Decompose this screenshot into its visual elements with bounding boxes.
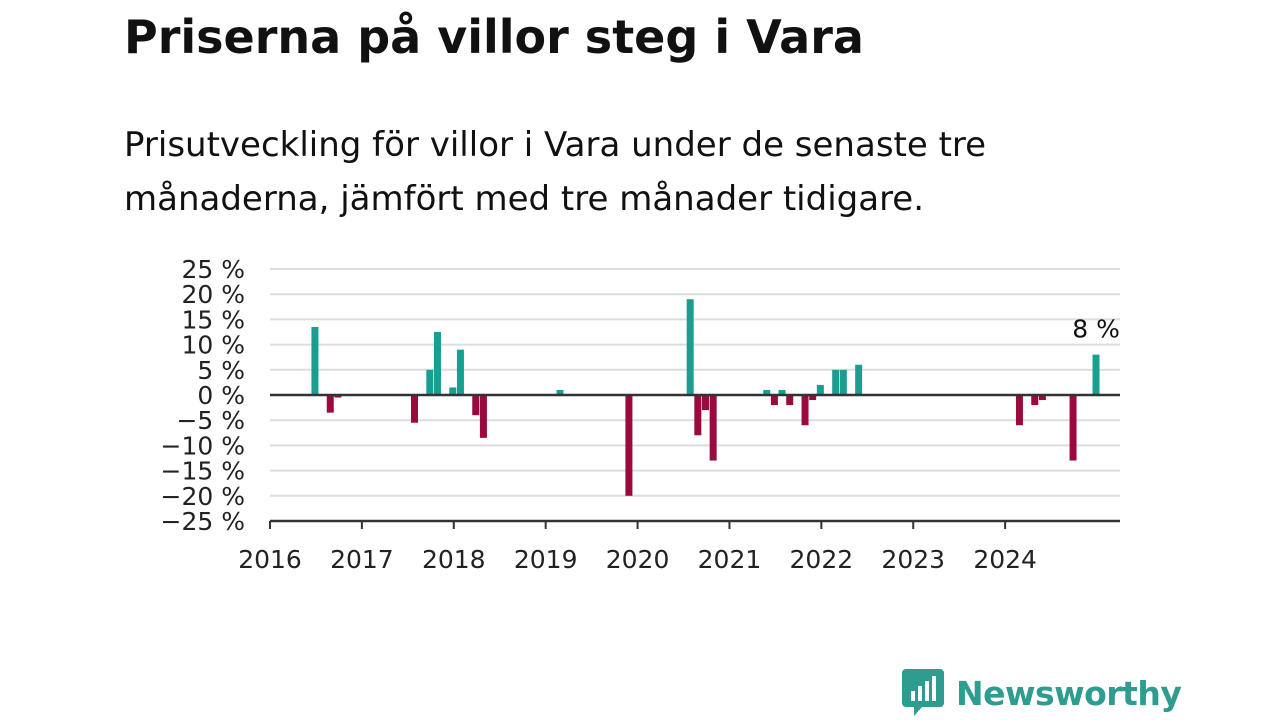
brand-logo: Newsworthy bbox=[902, 668, 1182, 718]
bar bbox=[816, 384, 824, 395]
y-tick-label: −15 % bbox=[161, 457, 245, 486]
bar bbox=[326, 395, 334, 413]
y-tick-label: 15 % bbox=[181, 305, 245, 334]
bar bbox=[801, 395, 809, 426]
bar bbox=[1031, 395, 1039, 406]
axes bbox=[270, 393, 1120, 523]
y-tick-label: −20 % bbox=[161, 482, 245, 511]
bar bbox=[334, 395, 342, 398]
bar bbox=[426, 369, 434, 395]
x-axis-ticks: 2016 2017 2018 2019 2020 2021 2022 2023 2024 bbox=[238, 521, 1037, 574]
bar bbox=[832, 369, 840, 395]
bar bbox=[479, 395, 487, 438]
bar bbox=[449, 387, 457, 395]
y-tick-label: 25 % bbox=[181, 255, 245, 284]
bar bbox=[1015, 395, 1023, 426]
y-tick-label: 5 % bbox=[197, 356, 245, 385]
bar bbox=[701, 395, 709, 411]
x-tick-label: 2019 bbox=[514, 545, 578, 574]
bar bbox=[472, 395, 480, 416]
y-tick-label: −25 % bbox=[161, 507, 245, 536]
x-tick-label: 2024 bbox=[973, 545, 1037, 574]
bar bbox=[433, 332, 441, 395]
x-tick-label: 2020 bbox=[606, 545, 670, 574]
bar bbox=[770, 395, 778, 406]
y-tick-label: 0 % bbox=[197, 381, 245, 410]
x-tick-label: 2021 bbox=[698, 545, 762, 574]
y-tick-label: 20 % bbox=[181, 280, 245, 309]
x-tick-label: 2018 bbox=[422, 545, 486, 574]
x-tick-label: 2017 bbox=[330, 545, 394, 574]
bar bbox=[686, 299, 694, 395]
bar bbox=[410, 395, 418, 423]
bars bbox=[311, 299, 1100, 496]
bar bbox=[311, 326, 319, 395]
page-title: Priserna på villor steg i Vara bbox=[124, 10, 864, 64]
bar bbox=[709, 395, 717, 461]
bar bbox=[786, 395, 794, 406]
last-value-label: 8 % bbox=[1072, 315, 1120, 344]
bar bbox=[763, 389, 771, 395]
newsworthy-logo-icon bbox=[902, 669, 944, 716]
bar bbox=[809, 395, 817, 401]
bar bbox=[694, 395, 702, 436]
x-tick-label: 2023 bbox=[881, 545, 945, 574]
bar bbox=[556, 389, 564, 395]
y-tick-label: −5 % bbox=[176, 406, 245, 435]
bar bbox=[1092, 354, 1100, 395]
y-axis-ticks: 25 %20 %15 %10 %5 %0 %−5 %−10 %−15 %−20 … bbox=[161, 255, 245, 536]
brand-name: Newsworthy bbox=[956, 673, 1182, 713]
bar bbox=[625, 395, 633, 496]
y-tick-label: 10 % bbox=[181, 331, 245, 360]
y-tick-label: −10 % bbox=[161, 431, 245, 460]
bar bbox=[778, 389, 786, 395]
x-tick-label: 2016 bbox=[238, 545, 302, 574]
bar bbox=[839, 369, 847, 395]
bar bbox=[855, 364, 863, 395]
bar bbox=[1069, 395, 1077, 461]
bar bbox=[456, 349, 464, 395]
chart-subtitle: Prisutveckling för villor i Vara under d… bbox=[124, 125, 987, 219]
bar bbox=[1038, 395, 1046, 401]
x-tick-label: 2022 bbox=[790, 545, 854, 574]
